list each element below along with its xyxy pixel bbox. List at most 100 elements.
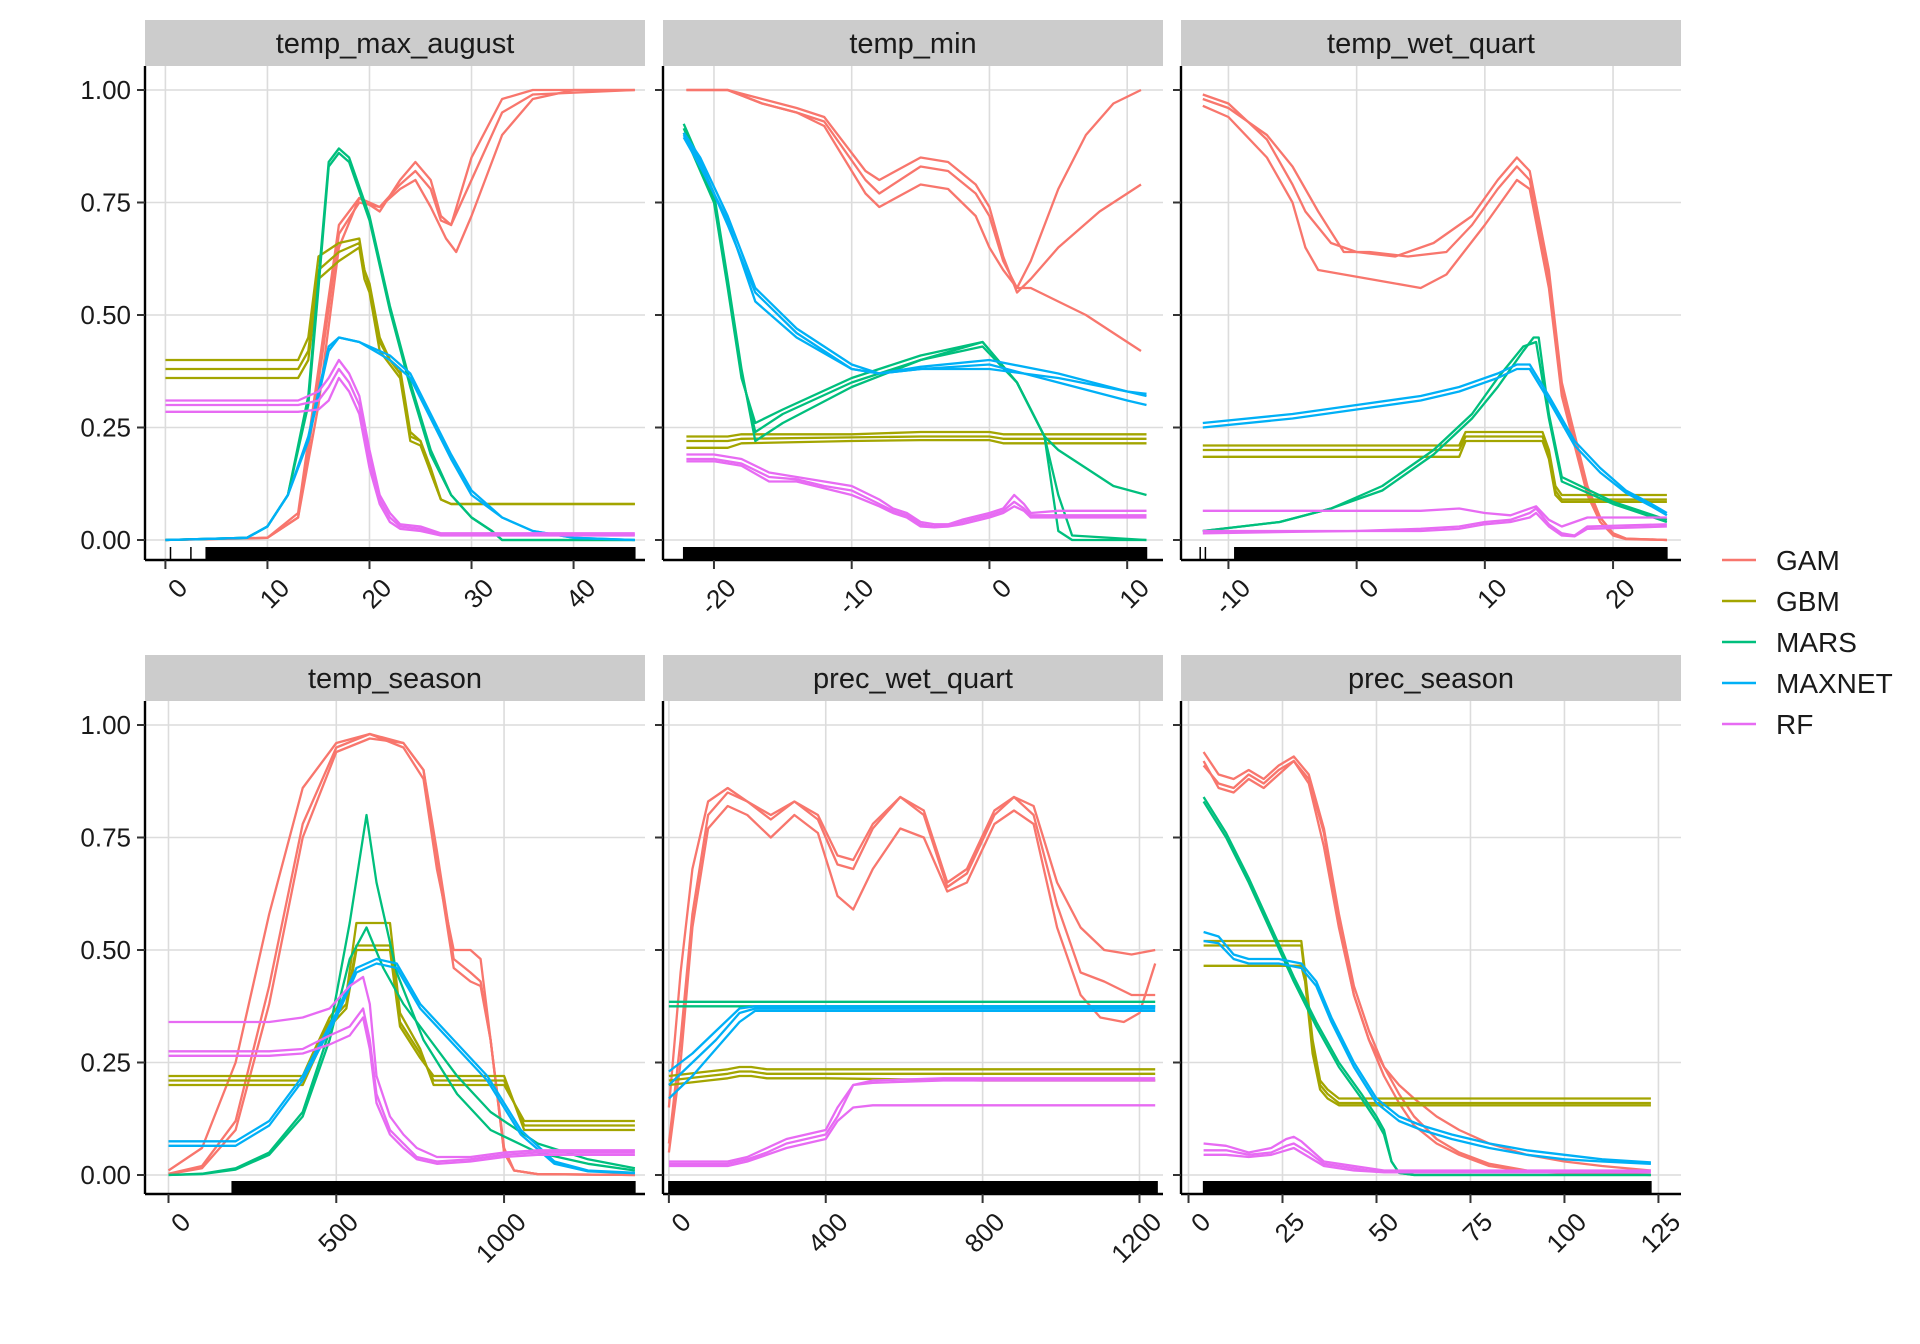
legend-item-gbm: GBM	[1722, 586, 1840, 617]
x-tick-label: 40	[560, 573, 602, 615]
rug	[668, 1181, 1158, 1193]
rug-marks	[169, 547, 636, 559]
curve-maxnet-2	[165, 336, 635, 542]
grid-lines	[1181, 66, 1681, 560]
curve-rf-3	[168, 1016, 635, 1165]
grid-lines	[663, 66, 1163, 560]
legend-label: GBM	[1776, 586, 1840, 617]
legend-item-mars: MARS	[1722, 627, 1857, 658]
curve-gbm-1	[168, 921, 635, 1123]
curve-gam-1	[1202, 751, 1651, 1177]
curve-maxnet-1	[1202, 363, 1668, 514]
legend-label: GAM	[1776, 545, 1840, 576]
x-tick-label: -10	[1208, 573, 1256, 621]
y-tick-label: 0.00	[80, 525, 131, 555]
panel-strip	[663, 20, 1163, 66]
x-tick-label: 10	[1113, 573, 1155, 615]
x-tick-label: 0	[986, 573, 1017, 604]
curve-maxnet-2	[668, 1007, 1156, 1086]
x-tick-label: 50	[1363, 1207, 1405, 1249]
panel-temp-max-august: temp_max_august 0 10 20 30 40 0.00 0.25 0.50 0.75…	[80, 20, 645, 614]
x-tick-label: 20	[1599, 573, 1641, 615]
curve-gam-1	[686, 88, 1142, 352]
curve-gbm-3	[1203, 964, 1651, 1107]
curve-gbm-1	[1202, 430, 1667, 497]
curves	[682, 88, 1147, 542]
x-tick-label: 75	[1457, 1207, 1499, 1249]
curve-gam-3	[1202, 759, 1652, 1172]
curve-rf-3	[1202, 511, 1667, 538]
legend-label: RF	[1776, 709, 1813, 740]
rug	[169, 547, 636, 559]
panel-strip	[145, 655, 645, 701]
x-tick-label: -20	[694, 573, 742, 621]
curve-gam-1	[165, 88, 635, 542]
panel-temp-min: temp_min -20 -10 0 10	[655, 20, 1163, 620]
x-tick-label: 0	[162, 573, 193, 604]
curve-gam-2	[1202, 97, 1667, 542]
panel-temp-wet-quart: temp_wet_quart -10 0 10 20	[1173, 20, 1681, 620]
curves	[1202, 93, 1668, 542]
curve-mars-2	[1202, 800, 1651, 1177]
panel-title: temp_wet_quart	[1327, 28, 1535, 60]
curve-gbm-2	[165, 241, 635, 506]
y-tick-label: 0.75	[80, 188, 131, 218]
curve-gbm-3	[1202, 439, 1667, 503]
curve-mars-1	[168, 813, 636, 1177]
legend-item-maxnet: MAXNET	[1722, 668, 1893, 699]
x-tick-label: 0	[1353, 573, 1384, 604]
x-tick-label: 0	[665, 1207, 696, 1238]
curve-gam-3	[1202, 104, 1667, 542]
x-tick-label: 500	[312, 1207, 364, 1259]
legend: GAM GBM MARS MAXNET RF	[1722, 545, 1893, 740]
legend-item-rf: RF	[1722, 709, 1813, 740]
panel-temp-season: temp_season 0 500 1000 0.00 0.25 0.50 0.75 1.00	[80, 655, 645, 1269]
y-tick-label: 0.50	[80, 935, 131, 965]
curve-rf-1	[165, 358, 635, 535]
rug-marks	[1199, 547, 1668, 559]
curve-maxnet-3	[668, 1009, 1156, 1100]
x-tick-label: 0	[165, 1207, 196, 1238]
rug	[1202, 1181, 1652, 1193]
panel-title: temp_min	[849, 28, 976, 60]
curve-rf-3	[1203, 1146, 1651, 1174]
x-tick-label: 1000	[470, 1207, 532, 1269]
curve-rf-1	[1202, 505, 1667, 528]
curve-gbm-1	[668, 1065, 1156, 1078]
curve-gam-3	[667, 804, 1157, 1153]
curve-gbm-2	[668, 1070, 1156, 1082]
curve-mars-1	[165, 147, 635, 542]
x-tick-label: 125	[1634, 1207, 1686, 1259]
x-tick-label: 25	[1269, 1207, 1311, 1249]
curve-gbm-2	[1203, 944, 1651, 1105]
rug-marks	[668, 1181, 1158, 1193]
curve-maxnet-2	[1203, 939, 1651, 1165]
curve-gam-2	[168, 732, 635, 1177]
curve-rf-2	[668, 1079, 1156, 1165]
curve-rf-3	[686, 460, 1147, 529]
x-tick-label: 1200	[1105, 1207, 1167, 1269]
curve-gbm-3	[686, 438, 1147, 449]
x-tick-label: 800	[959, 1207, 1011, 1259]
panel-strip	[663, 655, 1163, 701]
curve-rf-1	[1203, 1135, 1651, 1172]
curve-rf-1	[668, 1077, 1156, 1163]
x-tick-label: 100	[1540, 1207, 1592, 1259]
rug	[231, 1181, 636, 1193]
x-tick-label: 20	[356, 573, 398, 615]
curve-maxnet-2	[682, 136, 1147, 398]
curve-gam-2	[686, 88, 1142, 294]
x-tick-label: 0	[1185, 1207, 1216, 1238]
grid-lines	[663, 701, 1163, 1194]
y-tick-label: 0.50	[80, 300, 131, 330]
curve-gbm-1	[165, 237, 635, 506]
x-tick-label: 10	[254, 573, 296, 615]
curve-mars-3	[682, 132, 1147, 542]
y-tick-label: 1.00	[80, 710, 131, 740]
panel-title: temp_season	[308, 663, 482, 695]
legend-item-gam: GAM	[1722, 545, 1840, 576]
rug	[1199, 547, 1668, 559]
curve-rf-2	[168, 1007, 635, 1163]
curve-rf-2	[165, 367, 635, 536]
